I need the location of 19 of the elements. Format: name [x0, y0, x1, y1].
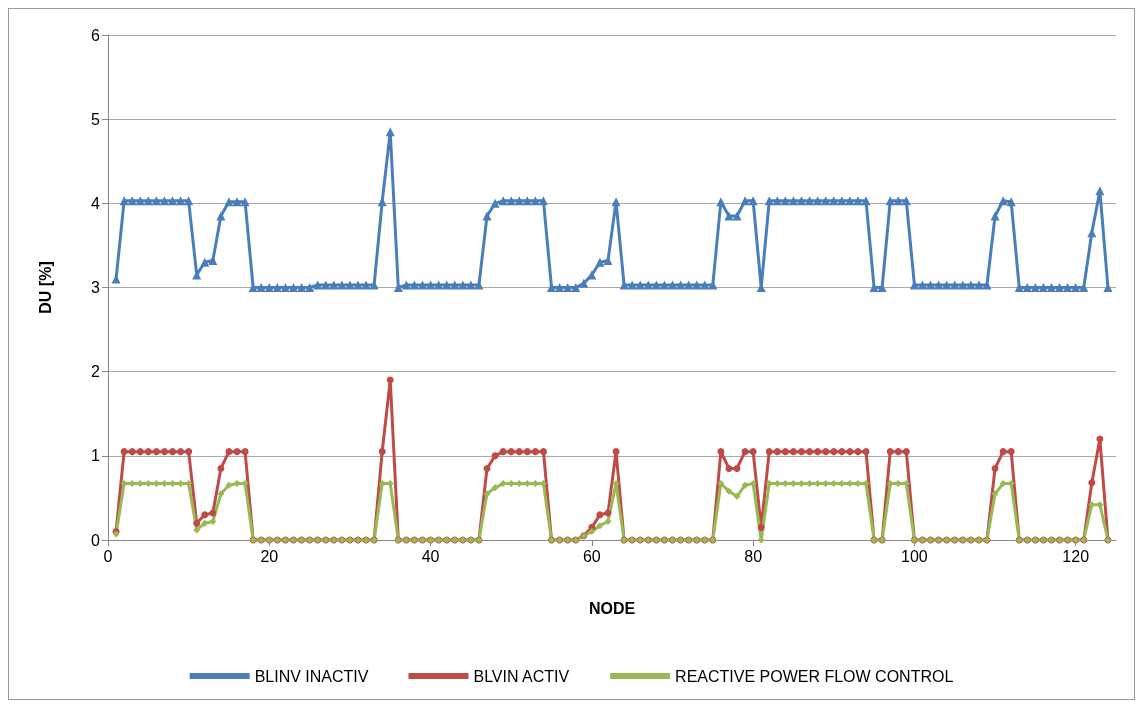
legend-label: BLVIN ACTIV [473, 667, 570, 685]
legend-label: REACTIVE POWER FLOW CONTROL [675, 667, 954, 685]
y-tick-label: 1 [91, 447, 101, 465]
y-tick-label: 6 [91, 26, 101, 44]
x-tick-label: 20 [260, 547, 279, 565]
x-tick-label: 120 [1062, 547, 1090, 565]
legend-label: BLINV INACTIV [254, 667, 369, 685]
x-tick-label: 60 [582, 547, 601, 565]
x-tick-label: 100 [901, 547, 928, 565]
y-tick-label: 5 [91, 110, 101, 128]
y-axis-title: DU [%] [36, 261, 54, 314]
y-tick-label: 3 [91, 279, 101, 296]
y-tick-label: 2 [91, 363, 101, 381]
y-tick-label: 0 [91, 531, 101, 549]
x-tick-label: 80 [744, 547, 763, 565]
x-axis-title: NODE [588, 599, 636, 617]
x-tick-label: 0 [103, 547, 113, 565]
y-tick-label: 4 [91, 194, 101, 212]
x-tick-label: 40 [421, 547, 440, 565]
